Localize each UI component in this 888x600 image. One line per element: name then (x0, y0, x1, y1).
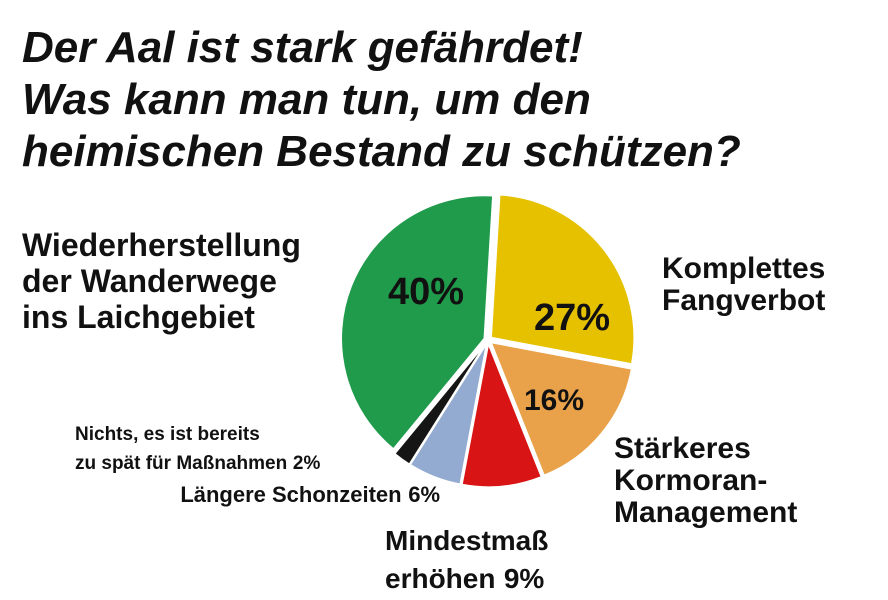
category-label: Fangverbot (662, 284, 825, 317)
value-label: 2% (293, 453, 321, 474)
category-label: Management (614, 496, 797, 529)
category-line: Längere Schonzeiten (180, 482, 401, 507)
category-line: ins Laichgebiet (22, 299, 255, 335)
title-line: Der Aal ist stark gefährdet! (22, 23, 583, 72)
category-line: zu spät für Maßnahmen (75, 453, 287, 474)
category-line: der Wanderwege (22, 263, 277, 299)
pie-slice (461, 341, 543, 488)
pie-slice (393, 342, 487, 466)
value-label: 9% (504, 563, 545, 594)
pie-slice (409, 343, 488, 486)
value-label: 6% (408, 482, 440, 507)
category-line: Nichts, es ist bereits (75, 424, 260, 445)
category-label: Kormoran- (614, 464, 767, 497)
category-line: Kormoran- (614, 464, 767, 497)
category-line: Komplettes (662, 252, 825, 285)
category-label: Mindestmaß (385, 525, 548, 556)
pie-slice (340, 194, 494, 451)
category-label: Stärkeres (614, 432, 751, 465)
category-label: der Wanderwege (22, 263, 277, 299)
category-line: Fangverbot (662, 284, 825, 317)
category-label: ins Laichgebiet (22, 299, 255, 335)
category-line: Wiederherstellung (22, 227, 301, 263)
category-label: zu spät für Maßnahmen 2% (75, 453, 320, 474)
slice-label: 16% (524, 384, 584, 417)
category-label: Wiederherstellung (22, 227, 301, 263)
category-line: erhöhen (385, 563, 495, 594)
pie-slice (489, 341, 633, 477)
slice-label: 27% (534, 297, 610, 339)
category-label: erhöhen 9% (385, 563, 544, 594)
category-label: Längere Schonzeiten 6% (180, 482, 440, 507)
slice-label: 40% (388, 271, 464, 313)
category-line: Stärkeres (614, 432, 751, 465)
title-line: heimischen Bestand zu schützen? (22, 127, 741, 176)
category-line: Management (614, 496, 797, 529)
category-label: Komplettes (662, 252, 825, 285)
category-line: Mindestmaß (385, 525, 548, 556)
title-line: Was kann man tun, um den (22, 75, 591, 124)
pie-slice (490, 194, 635, 365)
category-label: Nichts, es ist bereits (75, 424, 260, 445)
